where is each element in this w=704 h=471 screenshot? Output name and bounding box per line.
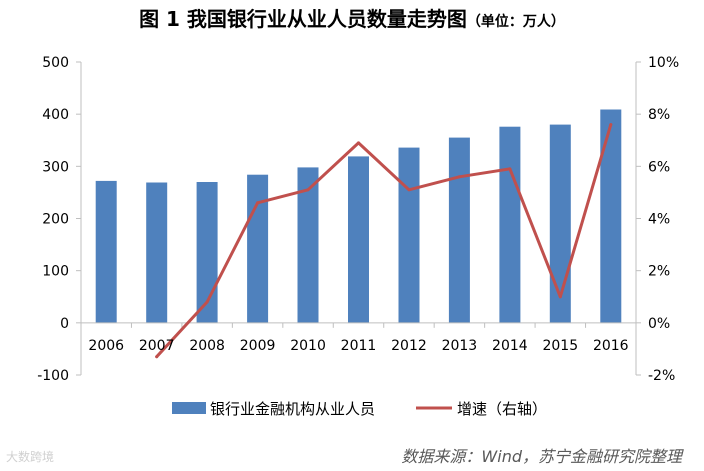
legend-bar-label: 银行业金融机构从业人员 (210, 400, 375, 418)
growth-point-2013 (457, 175, 461, 179)
growth-point-2016 (609, 123, 613, 127)
left-axis-tick-label: 100 (42, 264, 69, 280)
left-axis-tick-label: 500 (42, 55, 69, 71)
growth-line-layer (155, 123, 613, 359)
growth-line (155, 123, 613, 359)
bar-2006 (95, 180, 117, 323)
watermark: 大数跨境 (6, 450, 55, 464)
category-label-2008: 2008 (189, 338, 225, 354)
bar-2015 (549, 124, 571, 323)
legend-line-label: 增速（右轴） (457, 400, 547, 418)
growth-point-2012 (407, 188, 411, 192)
bar-2007 (146, 182, 168, 323)
right-axis-tick-label: 6% (648, 159, 670, 175)
left-axis-tick-label: 400 (42, 107, 69, 123)
right-axis-tick-label: 2% (648, 264, 670, 280)
category-label-2006: 2006 (88, 338, 124, 354)
bar-2011 (348, 156, 369, 323)
left-axis-tick-label: 200 (42, 212, 69, 228)
category-label-2011: 2011 (341, 338, 377, 354)
growth-point-2015 (558, 295, 562, 299)
legend-bar-swatch (172, 402, 206, 414)
category-label-2016: 2016 (593, 338, 629, 354)
bar-2009 (247, 174, 269, 323)
bars-layer (95, 109, 622, 323)
growth-point-2007 (155, 355, 159, 359)
left-axis-tick-label: 300 (42, 159, 69, 175)
category-label-2010: 2010 (290, 338, 326, 354)
growth-point-2008 (205, 300, 209, 304)
right-axis-tick-label: 8% (648, 107, 670, 123)
right-axis-tick-label: 10% (648, 55, 679, 71)
chart-title-main: 图 1 我国银行业从业人员数量走势图 (139, 7, 467, 31)
chart-title: 图 1 我国银行业从业人员数量走势图（单位：万人） (0, 3, 704, 32)
category-label-2015: 2015 (542, 338, 578, 354)
bar-2008 (196, 182, 218, 323)
bar-2016 (600, 109, 622, 323)
left-axis-tick-label: -100 (37, 368, 69, 384)
right-axis-tick-label: 4% (648, 212, 670, 228)
right-axis-tick-label: 0% (648, 316, 670, 332)
category-label-2007: 2007 (139, 338, 175, 354)
category-label-2012: 2012 (391, 338, 427, 354)
source-note: 数据来源：Wind，苏宁金融研究院整理 (401, 447, 682, 466)
bar-2010 (297, 167, 319, 323)
category-label-2009: 2009 (240, 338, 276, 354)
right-axis-tick-label: -2% (648, 368, 675, 384)
growth-point-2010 (306, 188, 310, 192)
legend: 银行业金融机构从业人员 增速（右轴） (172, 400, 547, 418)
bar-2012 (398, 147, 420, 323)
axes-layer (76, 61, 641, 376)
growth-point-2014 (508, 167, 512, 171)
growth-point-2011 (357, 141, 360, 145)
labels-layer: 500 400 300 200 100 0 -100 10% 8% 6% 4% 2% 0% -2% 2006… (37, 55, 679, 384)
bar-2013 (448, 137, 470, 323)
bar-2014 (499, 126, 521, 323)
growth-point-2009 (256, 201, 260, 205)
chart-title-unit: （单位：万人） (466, 14, 565, 30)
category-label-2014: 2014 (492, 338, 528, 354)
category-label-2013: 2013 (442, 338, 478, 354)
left-axis-tick-label: 0 (60, 316, 69, 332)
